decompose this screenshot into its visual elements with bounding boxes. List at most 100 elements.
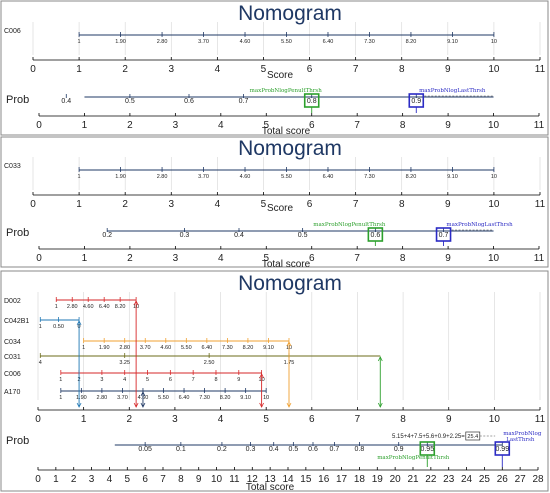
panel-2-score-axis: 0 1 2 3 4 5 6 7 8 9 10 11 <box>30 192 546 210</box>
p3-score-axis-tick-label-10: 10 <box>489 414 501 425</box>
p2-variable-tick-label-c033-0: 1 <box>78 174 81 180</box>
p3-prob-tick-label-0-2: 0.2 <box>217 446 227 453</box>
p3-selection-arrow-c034 <box>286 402 292 408</box>
p2-variable-tick-label-c033-8: 8.20 <box>406 174 417 180</box>
p2-variable-tick-label-c033-6: 6.40 <box>323 174 334 180</box>
p3-score-axis-tick-label-7: 7 <box>355 414 361 425</box>
p1-variable-label-c006: C006 <box>4 28 21 35</box>
p3-variable-tick-label-a170-5: 5.50 <box>158 395 169 401</box>
p2-score-axis-tick-label-11: 11 <box>535 199 546 210</box>
p2-score-axis-tick-label-4: 4 <box>215 199 221 210</box>
p3-prob-tick-label-0-1: 0.1 <box>176 446 186 453</box>
p1-prob-tick-label-0-9: 0.9 <box>411 98 421 105</box>
p3-variable-tick-label-d002-3: 6.40 <box>99 304 110 310</box>
p3-variable-tick-label-d002-4: 8.20 <box>115 304 126 310</box>
p3-variable-tick-label-c006-4: 5 <box>146 377 149 383</box>
panel-2-variables: C033 1 1.90 2.80 3.70 4.60 5.50 6.40 7.30 8.20 9.1… <box>4 163 497 180</box>
p1-variable-tick-label-c006-5: 5.50 <box>281 39 292 45</box>
p3-score-axis-tick-label-5: 5 <box>263 414 269 425</box>
p1-prob-tick-label-0-6: 0.6 <box>184 98 194 105</box>
p3-variable-tick-label-a170-10: 10 <box>263 395 269 401</box>
p1-total-axis-tick-label-0: 0 <box>36 120 42 131</box>
p3-score-axis-tick-label-9: 9 <box>446 414 452 425</box>
panel-3-formula: 5.15+4+7.5+5.6+0.9+2.25= 25.4 <box>392 431 496 441</box>
p3-variable-tick-label-c034-1: 1.90 <box>99 345 110 351</box>
p3-total-axis-tick-label-19: 19 <box>372 474 384 485</box>
p2-score-axis-tick-label-9: 9 <box>445 199 451 210</box>
p3-total-axis-tick-label-2: 2 <box>71 474 77 485</box>
p3-score-axis-tick-label-2: 2 <box>126 414 132 425</box>
p3-total-axis-tick-label-17: 17 <box>336 474 348 485</box>
p3-variable-tick-label-c034-2: 2.80 <box>119 345 130 351</box>
p3-variable-tick-label-d002-1: 2.80 <box>67 304 78 310</box>
p3-variable-tick-label-c031-2: 2.50 <box>204 360 215 366</box>
p1-total-axis-tick-label-5: 5 <box>263 120 269 131</box>
p2-score-axis-tick-label-3: 3 <box>168 199 174 210</box>
p3-prob-tick-label-0-8: 0.8 <box>355 446 365 453</box>
p3-threshold-penult-label: maxProbNlogPenultThrsh <box>377 455 450 461</box>
p3-threshold-last-label: maxProbNlog <box>503 431 542 437</box>
p3-total-axis-tick-label-20: 20 <box>390 474 402 485</box>
p3-total-axis-tick-label-15: 15 <box>300 474 312 485</box>
p3-variable-tick-label-c042b1-0: 1 <box>39 324 42 330</box>
p3-variable-tick-label-c034-0: 1 <box>82 345 85 351</box>
p3-score-axis-tick-label-0: 0 <box>35 414 41 425</box>
panel-2-frame <box>0 136 549 268</box>
p3-prob-tick-label-0-99: 0.99 <box>495 446 509 453</box>
p3-score-axis-tick-label-4: 4 <box>218 414 224 425</box>
p1-prob-tick-label-0-8: 0.8 <box>307 98 317 105</box>
p1-variable-tick-label-c006-0: 1 <box>78 39 81 45</box>
panel-3-selections <box>76 300 383 408</box>
p3-formula-result: 25.4 <box>467 434 478 440</box>
p3-total-axis-tick-label-26: 26 <box>497 474 509 485</box>
p2-total-axis-tick-label-9: 9 <box>445 253 451 264</box>
p1-variable-tick-label-c006-9: 9.10 <box>447 39 458 45</box>
p2-total-axis-tick-label-8: 8 <box>400 253 406 264</box>
panel-2-prob-scale: 0.2 0.3 0.4 0.5 0.6 0.7 maxProbNlogPenultThrsh… <box>102 222 513 246</box>
p1-score-axis-tick-label-7: 7 <box>353 64 359 75</box>
p2-prob-tick-label-0-7: 0.7 <box>439 232 449 239</box>
p2-variable-tick-label-c033-9: 9.10 <box>447 174 458 180</box>
p3-total-axis-tick-label-4: 4 <box>107 474 113 485</box>
p3-variable-tick-label-a170-1: 1.90 <box>76 395 87 401</box>
p3-variable-tick-label-c042b1-1: 0.50 <box>53 324 64 330</box>
p3-variable-tick-label-c034-9: 9.10 <box>263 345 274 351</box>
p1-total-axis-tick-label-10: 10 <box>488 120 500 131</box>
p1-score-axis-tick-label-2: 2 <box>122 64 128 75</box>
p3-variable-label-c031: C031 <box>4 354 21 361</box>
p1-score-axis-tick-label-6: 6 <box>307 64 313 75</box>
panel-3-score-axis: 0 1 2 3 4 5 6 7 8 9 10 11 <box>35 407 546 425</box>
p2-score-axis-tick-label-5: 5 <box>261 199 267 210</box>
p3-prob-tick-label-0-5: 0.5 <box>288 446 298 453</box>
panel-2-total-axis-title: Total score <box>262 259 311 270</box>
p3-variable-tick-label-a170-8: 8.20 <box>220 395 231 401</box>
panel-3-prob-scale: 0.05 0.1 0.2 0.3 0.4 0.5 0.6 0.7 0.8 0.9 0.95 0.99 m… <box>114 431 542 467</box>
p3-total-axis-tick-label-0: 0 <box>35 474 41 485</box>
p1-total-axis-tick-label-8: 8 <box>400 120 406 131</box>
panel-3-frame <box>0 270 549 492</box>
p2-score-axis-tick-label-8: 8 <box>399 199 405 210</box>
p3-total-axis-tick-label-25: 25 <box>479 474 491 485</box>
p3-selection-marker-c031 <box>377 356 383 362</box>
p3-total-axis-tick-label-22: 22 <box>425 474 437 485</box>
panel-1-prob-scale: 0.4 0.5 0.6 0.7 0.8 0.9 maxProbNlogPenultThrsh… <box>61 88 494 113</box>
p3-total-axis-tick-label-23: 23 <box>443 474 455 485</box>
p2-total-axis-tick-label-2: 2 <box>127 253 133 264</box>
p1-threshold-last-label: maxProbNlogLastThrsh <box>419 88 486 94</box>
panel-3-score-grid <box>37 292 541 400</box>
p3-formula-text: 5.15+4+7.5+5.6+0.9+2.25= <box>392 434 465 440</box>
p1-score-axis-tick-label-5: 5 <box>261 64 267 75</box>
p3-prob-tick-label-0-95: 0.95 <box>420 446 434 453</box>
p3-variable-tick-label-a170-2: 2.80 <box>97 395 108 401</box>
p1-variable-tick-label-c006-2: 2.80 <box>157 39 168 45</box>
p2-score-axis-tick-label-7: 7 <box>353 199 359 210</box>
p3-total-axis-tick-label-6: 6 <box>142 474 148 485</box>
p3-variable-label-a170: A170 <box>4 389 20 396</box>
p2-prob-tick-label-0-4: 0.4 <box>234 232 244 239</box>
panel-1-score-axis-title: Score <box>267 70 294 81</box>
p3-threshold-last-label-2: LastThrsh <box>506 437 535 443</box>
panel-1-frame <box>0 0 549 136</box>
p3-prob-tick-label-0-05: 0.05 <box>138 446 152 453</box>
p2-threshold-penult-label: maxProbNlogPenultThrsh <box>313 222 386 228</box>
p3-total-axis-tick-label-11: 11 <box>229 474 240 485</box>
